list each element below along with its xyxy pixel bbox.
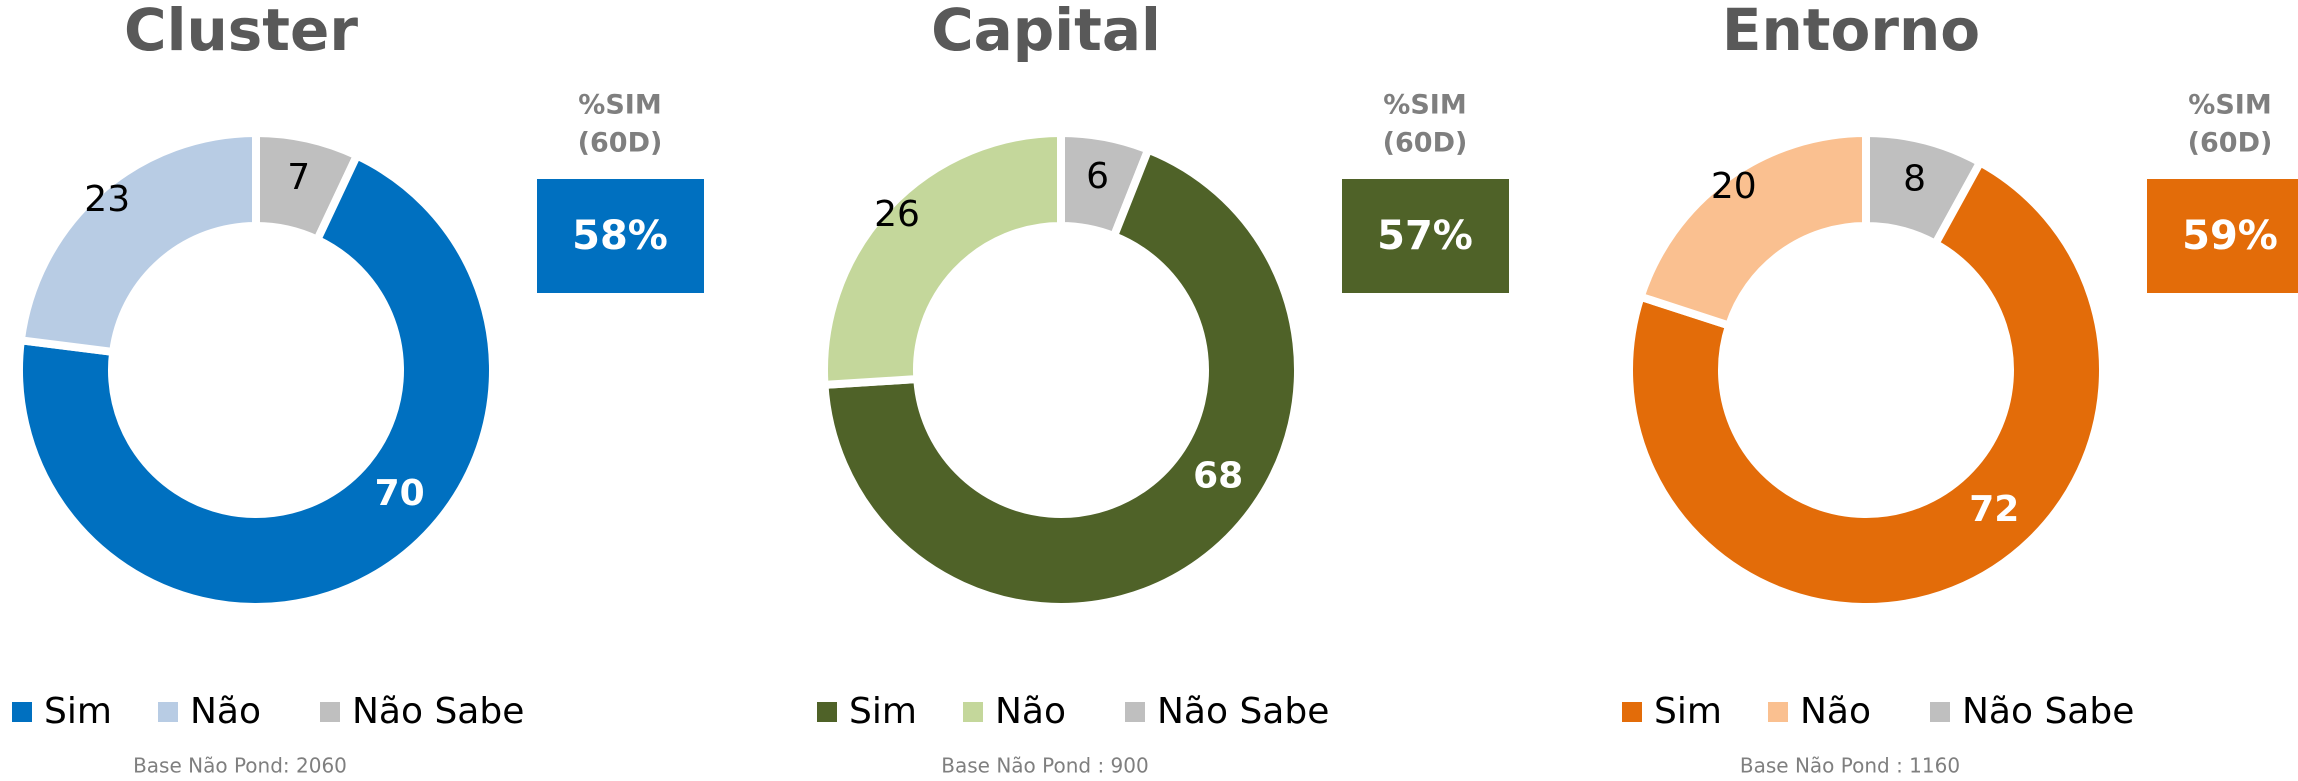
data-label: 26 [874,194,920,235]
chart-title: Cluster [124,0,358,64]
donut-slice [820,144,1302,611]
legend-swatch [1768,702,1788,722]
data-label: 20 [1711,166,1757,207]
base-note: Base Não Pond : 900 [941,754,1148,778]
base-note: Base Não Pond : 1160 [1740,754,1960,778]
legend-swatch [963,702,983,722]
legend-label: Não Sabe [1157,691,1329,732]
kpi-value: 57% [1377,213,1473,259]
legend-swatch [320,702,340,722]
kpi-box [537,179,704,293]
kpi-box [1342,179,1509,293]
donut-slice [1625,156,2107,611]
legend-label: Não [1800,691,1871,732]
kpi-value: 59% [2182,213,2278,259]
chart-title: Entorno [1722,0,1980,64]
kpi-label: %SIM [578,90,661,121]
legend-swatch [158,702,178,722]
data-label: 7 [287,157,310,198]
chart-title: Capital [931,0,1161,64]
kpi-value: 58% [572,213,668,259]
donut-slice [16,128,260,357]
legend-swatch [1930,702,1950,722]
data-label: 70 [375,473,425,514]
data-label: 23 [84,179,130,220]
legend-label: Sim [849,691,917,732]
legend-swatch [1622,702,1642,722]
kpi-label: %SIM [1383,90,1466,121]
data-label: 6 [1086,156,1109,197]
donut-slice [1635,128,1870,331]
donut-slice [15,150,497,611]
data-label: 8 [1903,159,1926,200]
legend-label: Sim [1654,691,1722,732]
kpi-label: %SIM [2188,90,2271,121]
donut-slice [820,128,1065,390]
kpi-label: (60D) [2188,128,2273,159]
legend-swatch [817,702,837,722]
legend-label: Não [190,691,261,732]
data-label: 68 [1193,456,1243,497]
legend-label: Não Sabe [1962,691,2134,732]
kpi-label: (60D) [1383,128,1468,159]
kpi-box [2147,179,2298,293]
legend-label: Não Sabe [352,691,524,732]
kpi-label: (60D) [578,128,663,159]
base-note: Base Não Pond: 2060 [133,754,347,778]
data-label: 72 [1969,489,2019,530]
legend-label: Não [995,691,1066,732]
legend-swatch [12,702,32,722]
legend-label: Sim [44,691,112,732]
legend-swatch [1125,702,1145,722]
